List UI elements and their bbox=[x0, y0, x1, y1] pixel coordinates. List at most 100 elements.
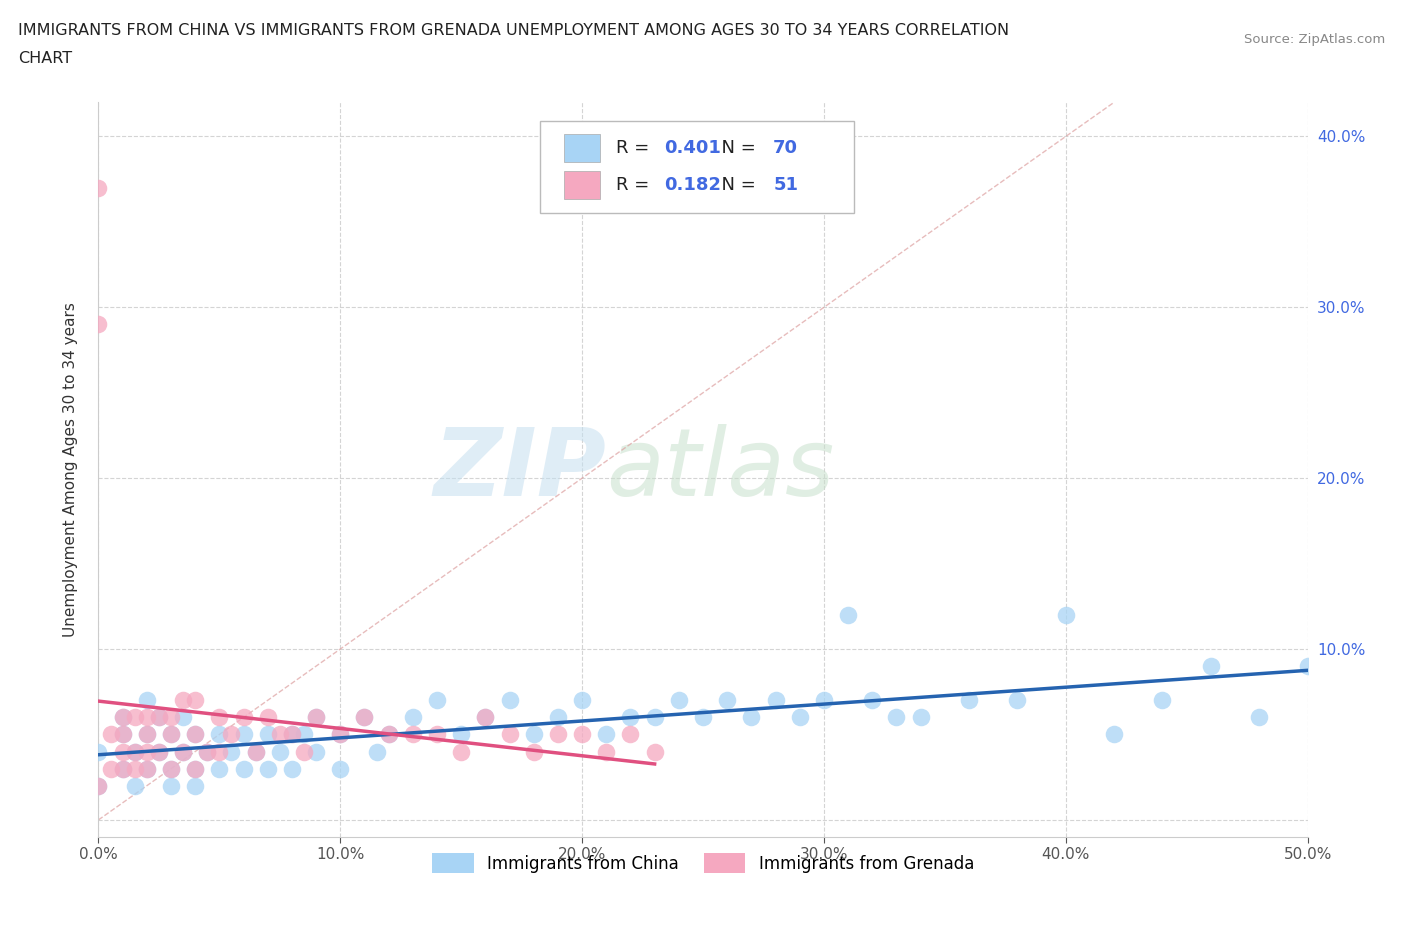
FancyBboxPatch shape bbox=[540, 121, 855, 213]
Point bbox=[184, 778, 207, 793]
Point bbox=[269, 744, 291, 759]
Point bbox=[111, 710, 134, 724]
Point bbox=[571, 727, 593, 742]
Point bbox=[292, 727, 315, 742]
Point bbox=[135, 710, 157, 724]
Point bbox=[148, 744, 170, 759]
Point bbox=[184, 727, 207, 742]
Point bbox=[377, 727, 399, 742]
Point bbox=[160, 727, 183, 742]
Point bbox=[305, 710, 328, 724]
Point bbox=[221, 727, 243, 742]
Point bbox=[111, 762, 134, 777]
Point bbox=[269, 727, 291, 742]
Point bbox=[692, 710, 714, 724]
Text: R =: R = bbox=[616, 139, 655, 157]
Point bbox=[474, 710, 496, 724]
Point bbox=[595, 744, 617, 759]
Point bbox=[547, 710, 569, 724]
Point bbox=[281, 762, 304, 777]
Point bbox=[740, 710, 762, 724]
Point bbox=[124, 762, 146, 777]
Point bbox=[1007, 693, 1029, 708]
Point bbox=[87, 317, 110, 332]
Point bbox=[208, 710, 231, 724]
Point bbox=[256, 762, 278, 777]
Point bbox=[111, 762, 134, 777]
Point bbox=[172, 744, 194, 759]
Text: 70: 70 bbox=[773, 139, 799, 157]
Point bbox=[135, 762, 157, 777]
Point bbox=[245, 744, 267, 759]
Point bbox=[184, 762, 207, 777]
Text: atlas: atlas bbox=[606, 424, 835, 515]
Point bbox=[523, 744, 546, 759]
Point bbox=[813, 693, 835, 708]
Point bbox=[1054, 607, 1077, 622]
Point bbox=[305, 744, 328, 759]
Point bbox=[765, 693, 787, 708]
Point bbox=[232, 710, 254, 724]
Point bbox=[498, 727, 520, 742]
Point bbox=[305, 710, 328, 724]
Point bbox=[184, 727, 207, 742]
FancyBboxPatch shape bbox=[564, 170, 600, 198]
Point bbox=[160, 762, 183, 777]
Point bbox=[148, 710, 170, 724]
Point bbox=[571, 693, 593, 708]
Point bbox=[644, 744, 666, 759]
Point bbox=[402, 727, 425, 742]
Point bbox=[256, 727, 278, 742]
Point bbox=[195, 744, 218, 759]
Point bbox=[232, 762, 254, 777]
Point bbox=[111, 744, 134, 759]
Point bbox=[450, 744, 472, 759]
Point bbox=[221, 744, 243, 759]
Legend: Immigrants from China, Immigrants from Grenada: Immigrants from China, Immigrants from G… bbox=[425, 846, 981, 880]
Point bbox=[135, 727, 157, 742]
Point bbox=[353, 710, 375, 724]
Point bbox=[160, 710, 183, 724]
Text: CHART: CHART bbox=[18, 51, 72, 66]
Point bbox=[619, 710, 641, 724]
Point bbox=[957, 693, 980, 708]
Point bbox=[256, 710, 278, 724]
Point bbox=[716, 693, 738, 708]
Point bbox=[124, 710, 146, 724]
Point bbox=[124, 778, 146, 793]
Point bbox=[1199, 658, 1222, 673]
FancyBboxPatch shape bbox=[564, 134, 600, 162]
Point bbox=[329, 727, 352, 742]
Point bbox=[426, 727, 449, 742]
Point bbox=[860, 693, 883, 708]
Point bbox=[668, 693, 690, 708]
Point bbox=[172, 744, 194, 759]
Point bbox=[184, 693, 207, 708]
Point bbox=[208, 727, 231, 742]
Point bbox=[100, 727, 122, 742]
Point bbox=[111, 710, 134, 724]
Point bbox=[377, 727, 399, 742]
Point bbox=[148, 744, 170, 759]
Text: IMMIGRANTS FROM CHINA VS IMMIGRANTS FROM GRENADA UNEMPLOYMENT AMONG AGES 30 TO 3: IMMIGRANTS FROM CHINA VS IMMIGRANTS FROM… bbox=[18, 23, 1010, 38]
Point bbox=[100, 762, 122, 777]
Point bbox=[886, 710, 908, 724]
Point bbox=[450, 727, 472, 742]
Point bbox=[547, 727, 569, 742]
Point bbox=[292, 744, 315, 759]
Point bbox=[111, 727, 134, 742]
Point bbox=[402, 710, 425, 724]
Point bbox=[124, 744, 146, 759]
Point bbox=[1296, 658, 1319, 673]
Point bbox=[160, 762, 183, 777]
Text: ZIP: ZIP bbox=[433, 424, 606, 515]
Point bbox=[498, 693, 520, 708]
Point bbox=[232, 727, 254, 742]
Point bbox=[1249, 710, 1271, 724]
Point bbox=[208, 762, 231, 777]
Text: 0.401: 0.401 bbox=[664, 139, 721, 157]
Point bbox=[135, 693, 157, 708]
Point bbox=[87, 778, 110, 793]
Text: N =: N = bbox=[710, 176, 762, 193]
Point bbox=[1152, 693, 1174, 708]
